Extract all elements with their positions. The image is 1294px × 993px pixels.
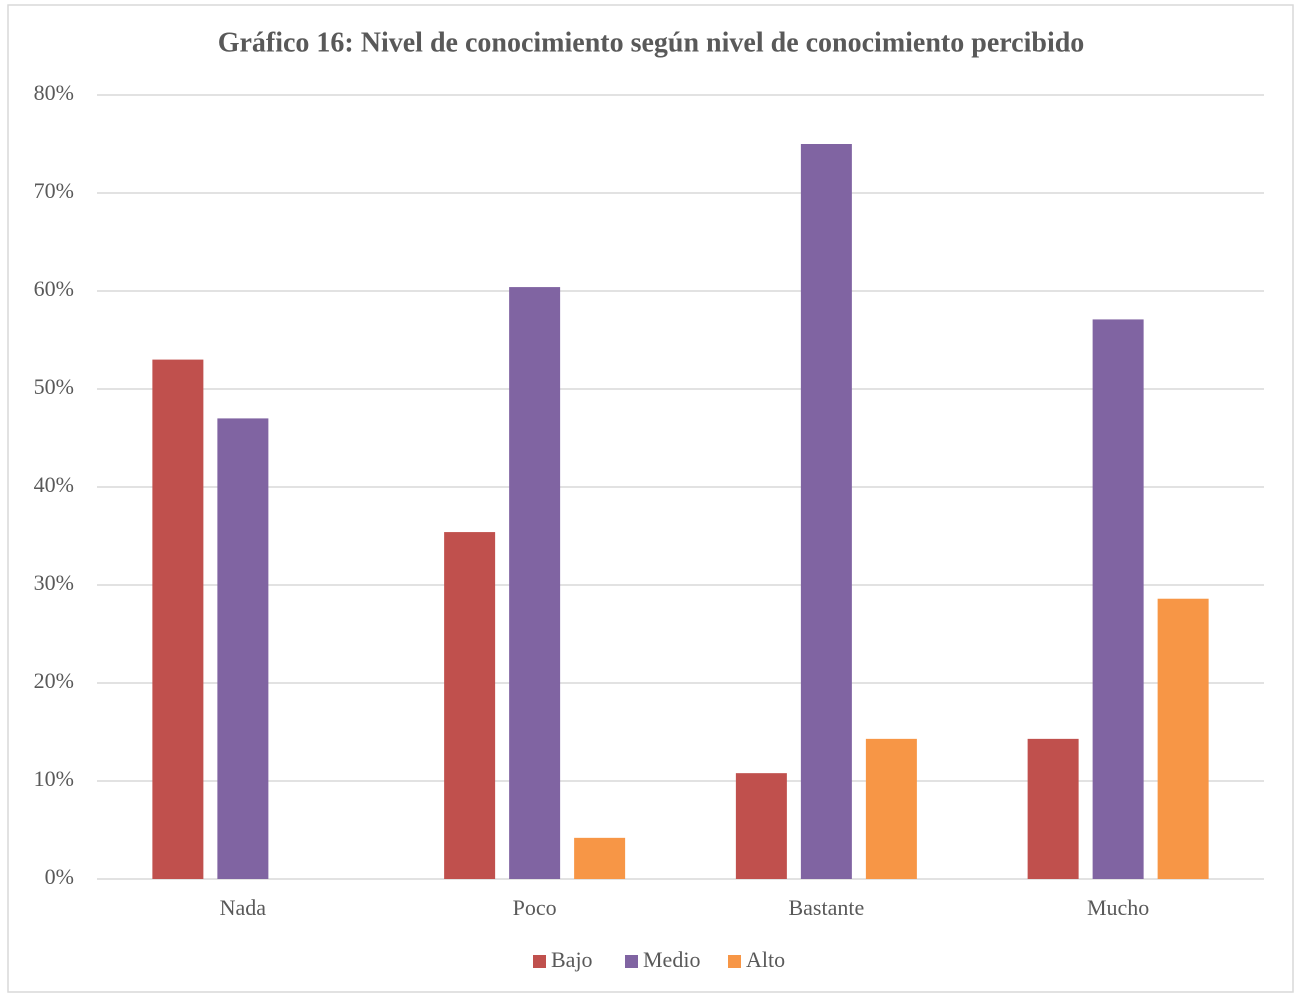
bar (800, 144, 852, 879)
bar (574, 837, 626, 879)
y-tick-label: 30% (34, 570, 74, 595)
legend-swatch (533, 955, 546, 968)
y-tick-label: 40% (34, 472, 74, 497)
bar (444, 532, 496, 879)
x-tick-label: Poco (513, 895, 557, 920)
bar (735, 773, 787, 879)
y-tick-label: 10% (34, 766, 74, 791)
bar (509, 287, 561, 880)
bar (1092, 319, 1144, 879)
x-tick-label: Mucho (1087, 895, 1149, 920)
y-tick-label: 70% (34, 178, 74, 203)
x-tick-label: Bastante (788, 895, 864, 920)
bar (865, 738, 917, 879)
bar (152, 359, 204, 880)
chart-title: Gráfico 16: Nivel de conocimiento según … (218, 27, 1085, 58)
y-tick-label: 50% (34, 374, 74, 399)
bar (1157, 598, 1209, 879)
bar (1027, 738, 1079, 879)
legend-swatch (728, 955, 741, 968)
legend-label: Alto (746, 947, 785, 972)
legend-label: Bajo (551, 947, 593, 972)
y-tick-label: 60% (34, 276, 74, 301)
y-tick-label: 0% (45, 864, 74, 889)
bar (217, 418, 269, 879)
y-tick-label: 80% (34, 80, 74, 105)
legend-label: Medio (643, 947, 700, 972)
legend-swatch (625, 955, 638, 968)
x-tick-label: Nada (220, 895, 267, 920)
y-tick-label: 20% (34, 668, 74, 693)
